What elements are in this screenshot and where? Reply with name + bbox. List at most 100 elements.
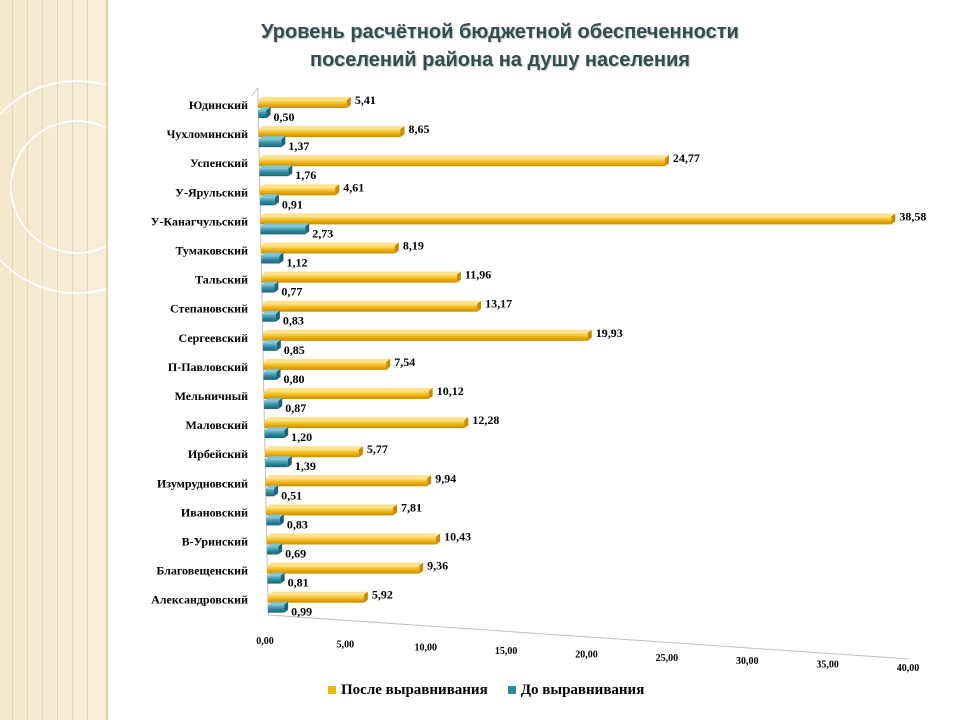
bar-end-after — [335, 184, 340, 196]
bar-top-after — [261, 242, 399, 246]
bar-end-after — [477, 300, 482, 312]
bar-top-before — [260, 223, 310, 227]
data-label-after: 9,36 — [427, 559, 448, 573]
data-label-after: 12,28 — [472, 413, 499, 427]
bar-end-before — [274, 485, 279, 497]
data-label-before: 1,12 — [286, 256, 307, 270]
bar-after — [263, 361, 387, 370]
legend-label-before: До выравнивания — [520, 681, 645, 698]
category-label: У-Канагчульский — [151, 214, 248, 228]
category-label: Тальский — [195, 273, 248, 287]
bar-top-before — [264, 398, 283, 401]
category-label: Успенский — [190, 156, 248, 170]
bar-before — [262, 342, 277, 351]
x-tick-label: 25,00 — [656, 653, 679, 664]
bar-end-before — [279, 252, 284, 264]
data-label-after: 38,58 — [899, 209, 926, 223]
bar-top-before — [260, 194, 279, 198]
data-label-before: 2,73 — [312, 226, 333, 240]
bar-before — [258, 139, 282, 148]
x-tick-label: 30,00 — [736, 656, 759, 667]
bar-end-before — [280, 572, 285, 584]
bar-top-after — [260, 213, 896, 217]
bar-end-after — [891, 213, 896, 225]
bar-top-after — [266, 533, 441, 537]
bar-before — [262, 313, 276, 322]
bar-end-after — [419, 562, 424, 574]
bar-end-before — [278, 398, 283, 409]
category-label: Сергеевский — [179, 331, 249, 345]
legend-label-after: После выравнивания — [341, 681, 488, 698]
data-label-before: 0,83 — [283, 314, 304, 328]
bar-end-before — [278, 543, 283, 555]
bar-before — [261, 284, 275, 293]
legend-item-after: После выравнивания — [328, 682, 488, 699]
bar-end-before — [276, 368, 281, 380]
bar-top-before — [266, 514, 284, 518]
bar-after — [266, 536, 437, 545]
bar-before — [260, 197, 275, 206]
data-label-after: 4,61 — [343, 180, 364, 194]
bar-before — [264, 430, 285, 439]
bar-after — [258, 129, 401, 138]
data-label-after: 24,77 — [673, 151, 700, 165]
bar-top-after — [263, 388, 433, 391]
x-tick-label: 40,00 — [897, 663, 920, 674]
bar-top-after — [258, 97, 351, 100]
bar-before — [259, 168, 289, 177]
bar-end-after — [428, 388, 433, 399]
bar-top-before — [263, 368, 281, 372]
bar-end-before — [284, 601, 289, 613]
category-label: Маловский — [185, 418, 248, 432]
data-label-after: 5,77 — [367, 442, 388, 456]
bar-after — [260, 216, 892, 225]
bar-end-before — [288, 165, 293, 177]
data-label-after: 5,92 — [372, 588, 393, 602]
bar-top-before — [265, 456, 292, 460]
bar-top-before — [264, 427, 289, 431]
data-label-after: 10,12 — [437, 384, 464, 398]
bar-top-before — [266, 543, 283, 547]
data-label-before: 0,81 — [288, 576, 309, 590]
data-label-before: 0,51 — [281, 488, 302, 502]
chart-title-line-2: поселений района на душу населения — [310, 49, 690, 71]
bar-top-after — [265, 446, 363, 450]
bar-top-after — [261, 271, 461, 275]
bar-end-after — [664, 155, 669, 167]
bar-end-before — [279, 514, 284, 526]
bar-end-before — [274, 281, 279, 293]
bar-after — [267, 594, 364, 603]
category-label: Александровский — [151, 593, 248, 607]
bar-after — [264, 420, 465, 429]
bar-top-after — [265, 475, 432, 479]
bar-top-after — [259, 155, 669, 159]
data-label-before: 0,87 — [285, 401, 306, 415]
bar-end-after — [456, 271, 461, 283]
bar-before — [266, 517, 280, 526]
bar-after — [262, 303, 478, 312]
bar-before — [263, 371, 277, 380]
data-label-before: 0,80 — [284, 372, 305, 386]
bar-after — [266, 507, 394, 516]
x-tick-label: 35,00 — [816, 660, 839, 671]
legend-item-before: До выравнивания — [507, 681, 645, 699]
bar-before — [268, 604, 285, 613]
bar-end-after — [394, 242, 399, 254]
data-label-after: 8,19 — [403, 239, 424, 253]
bar-top-before — [267, 572, 285, 576]
bar-top-after — [267, 591, 368, 595]
bar-end-before — [287, 456, 292, 468]
category-label: Чухломинский — [167, 127, 248, 141]
data-label-before: 1,20 — [291, 430, 312, 444]
bar-before — [264, 401, 279, 409]
data-label-before: 0,69 — [285, 547, 306, 561]
bar-before — [266, 546, 279, 555]
bar-before — [261, 255, 280, 264]
data-label-before: 1,37 — [288, 139, 309, 153]
panel-edge-line — [106, 0, 108, 720]
category-label: У-Ярульский — [175, 185, 248, 199]
category-label: Юдинский — [189, 98, 248, 112]
bar-after — [263, 391, 429, 399]
data-label-after: 9,94 — [435, 471, 456, 485]
bar-after — [259, 187, 336, 196]
